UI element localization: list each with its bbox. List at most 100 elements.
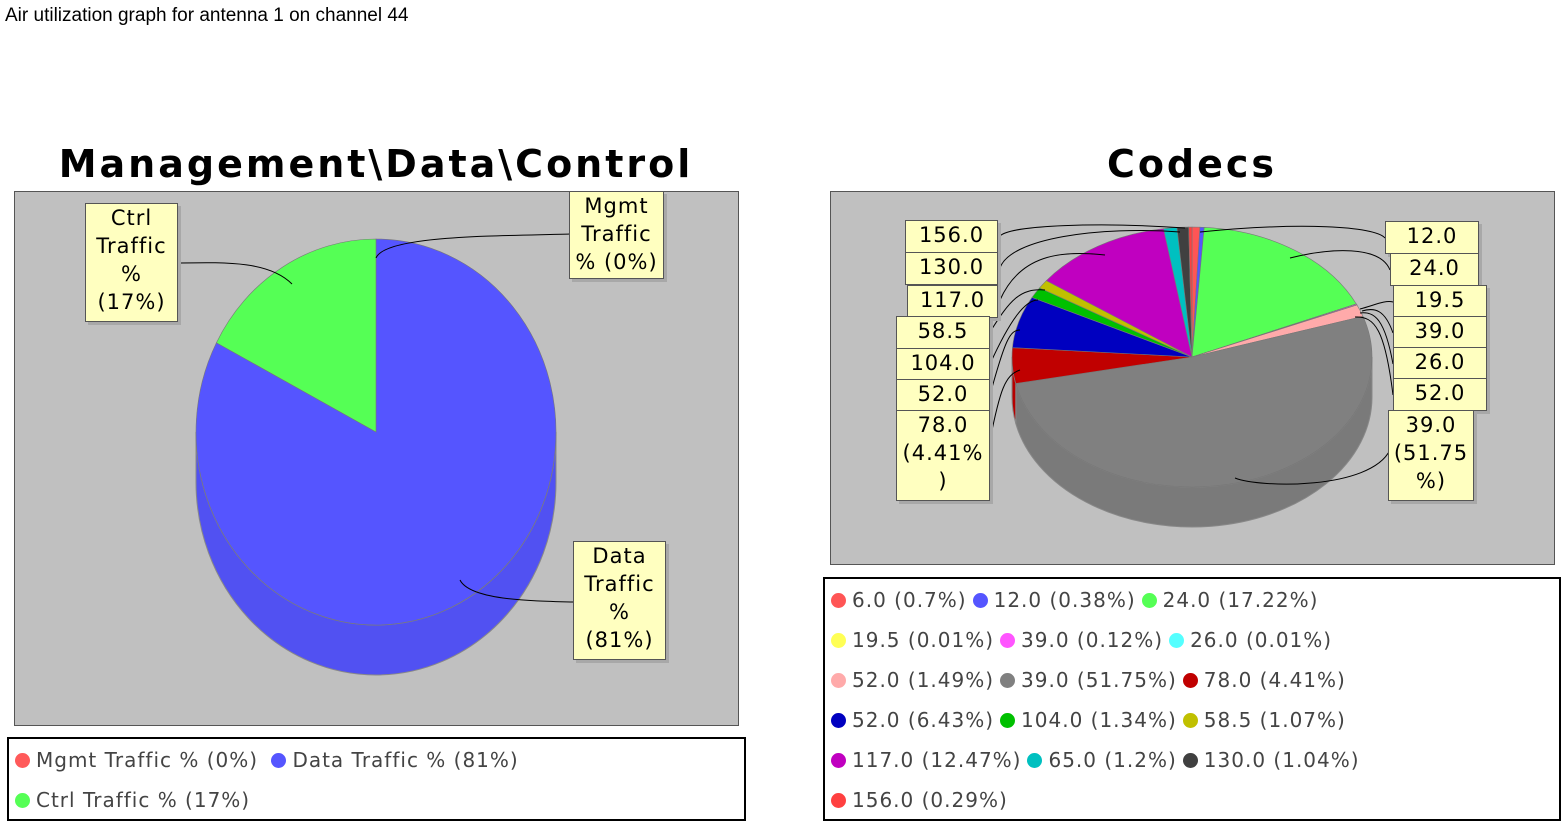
codecs-leader-6 [989, 369, 1021, 441]
mdc-slice-1 [195, 238, 557, 626]
legend-label: 26.0 (0.01%) [1190, 628, 1333, 652]
legend-swatch [831, 793, 846, 808]
legend-swatch [15, 753, 30, 768]
codecs-callout-26: 26.0 [1393, 347, 1487, 380]
codecs-pie-chart [989, 224, 1394, 528]
legend-item-ctrl: Ctrl Traffic % (17%) [15, 787, 250, 813]
legend-item: 24.0 (17.22%) [1141, 587, 1319, 613]
legend-label: 78.0 (4.41%) [1203, 668, 1346, 692]
legend-label: 12.0 (0.38%) [993, 588, 1136, 612]
legend-swatch [1000, 633, 1016, 648]
legend-item-data: Data Traffic % (81%) [271, 747, 518, 773]
codecs-legend-row: 117.0 (12.47%) 65.0 (1.2%) 130.0 (1.04%) [831, 747, 1366, 773]
legend-item: 65.0 (1.2%) [1027, 747, 1176, 773]
codecs-slice-15 [1188, 226, 1193, 358]
mdc-callout-ctrl: Ctrl Traffic % (17%) [85, 203, 178, 322]
codecs-slice-12 [1045, 228, 1193, 358]
legend-label: 39.0 (51.75%) [1021, 668, 1177, 692]
mdc-slice-2 [216, 238, 377, 433]
codecs-legend: 6.0 (0.7%) 12.0 (0.38%) 24.0 (17.22%) 19.5 … [823, 577, 1561, 821]
codecs-callout-19-5: 19.5 [1393, 285, 1487, 318]
legend-item: 6.0 (0.7%) [831, 587, 967, 613]
legend-item: 12.0 (0.38%) [972, 587, 1136, 613]
codecs-slice-7 [1015, 316, 1373, 488]
legend-label: 58.5 (1.07%) [1203, 708, 1346, 732]
legend-item: 78.0 (4.41%) [1182, 667, 1346, 693]
codecs-leader-9 [1359, 301, 1394, 310]
legend-swatch [1000, 673, 1016, 688]
codecs-leader-3 [989, 289, 1046, 333]
codecs-leader-1 [999, 230, 1181, 269]
codecs-leader-0 [999, 224, 1186, 237]
legend-item: 52.0 (1.49%) [831, 667, 994, 693]
legend-item: 39.0 (0.12%) [1000, 627, 1163, 653]
legend-swatch [831, 593, 846, 608]
legend-item: 26.0 (0.01%) [1169, 627, 1332, 653]
legend-swatch [1182, 753, 1198, 768]
mdc-callout-mgmt: Mgmt Traffic % (0%) [569, 191, 664, 279]
legend-item: 19.5 (0.01%) [831, 627, 994, 653]
codecs-chart-title: Codecs [1106, 142, 1278, 186]
legend-swatch [1182, 713, 1198, 728]
codecs-leader-11 [1359, 312, 1394, 365]
codecs-callout-52-left: 52.0 [896, 379, 990, 412]
legend-label: 156.0 (0.29%) [852, 788, 1008, 812]
codecs-slice-2 [1191, 226, 1357, 358]
codecs-leader-7 [1199, 225, 1386, 239]
codecs-legend-row: 52.0 (6.43%) 104.0 (1.34%) 58.5 (1.07%) [831, 707, 1352, 733]
codecs-callout-130: 130.0 [905, 252, 998, 285]
codecs-leader-12 [1354, 316, 1394, 396]
codecs-callout-12: 12.0 [1385, 221, 1479, 254]
legend-item: 39.0 (51.75%) [1000, 667, 1177, 693]
mdc-leader-data [459, 579, 574, 603]
codecs-callout-52-right: 52.0 [1393, 378, 1487, 411]
legend-swatch [15, 793, 30, 808]
legend-swatch [1169, 633, 1185, 648]
codecs-callout-104: 104.0 [896, 348, 990, 381]
legend-label: 117.0 (12.47%) [852, 748, 1022, 772]
legend-swatch [972, 593, 988, 608]
codecs-leader-4 [989, 299, 1039, 365]
codecs-callout-39-small: 39.0 [1393, 316, 1487, 349]
legend-swatch [271, 753, 287, 768]
legend-label: 104.0 (1.34%) [1021, 708, 1177, 732]
legend-item: 156.0 (0.29%) [831, 787, 1008, 813]
mdc-callout-data: Data Traffic % (81%) [573, 541, 666, 660]
legend-label: 19.5 (0.01%) [852, 628, 995, 652]
mdc-leader-ctrl [179, 262, 293, 285]
codecs-leader-13 [1234, 449, 1391, 485]
legend-label: 130.0 (1.04%) [1203, 748, 1360, 772]
legend-item: 58.5 (1.07%) [1182, 707, 1346, 733]
legend-swatch [831, 753, 846, 768]
legend-swatch [1182, 673, 1198, 688]
page-title: Air utilization graph for antenna 1 on c… [5, 5, 409, 26]
legend-swatch [831, 633, 846, 648]
codecs-legend-row: 19.5 (0.01%) 39.0 (0.12%) 26.0 (0.01%) [831, 627, 1338, 653]
legend-label: 52.0 (6.43%) [852, 708, 995, 732]
codecs-leader-10 [1361, 309, 1394, 334]
codecs-callout-78: 78.0 (4.41% ) [896, 410, 990, 501]
legend-label: 6.0 (0.7%) [852, 588, 967, 612]
legend-item: 52.0 (6.43%) [831, 707, 994, 733]
codecs-legend-row: 156.0 (0.29%) [831, 787, 1014, 813]
legend-swatch [831, 673, 846, 688]
legend-swatch [1000, 713, 1016, 728]
mdc-leader-mgmt [375, 233, 571, 259]
codecs-leader-8 [1289, 250, 1391, 271]
legend-label: 52.0 (1.49%) [852, 668, 995, 692]
codecs-leader-2 [999, 252, 1106, 301]
legend-swatch [1141, 593, 1157, 608]
mdc-pie-chart [179, 233, 574, 676]
legend-label: 24.0 (17.22%) [1162, 588, 1319, 612]
legend-item-mgmt: Mgmt Traffic % (0%) [15, 747, 258, 773]
legend-label: 65.0 (1.2%) [1048, 748, 1177, 772]
codecs-callout-58-5: 58.5 [896, 316, 990, 349]
codecs-callout-156: 156.0 [905, 220, 998, 253]
legend-item: 130.0 (1.04%) [1182, 747, 1360, 773]
legend-item: 117.0 (12.47%) [831, 747, 1021, 773]
codecs-leader-5 [989, 329, 1021, 396]
legend-swatch [1027, 753, 1043, 768]
codecs-legend-row: 52.0 (1.49%) 39.0 (51.75%) 78.0 (4.41%) [831, 667, 1352, 693]
legend-label: 39.0 (0.12%) [1021, 628, 1164, 652]
codecs-callout-39-large: 39.0 (51.75 %) [1388, 410, 1474, 501]
